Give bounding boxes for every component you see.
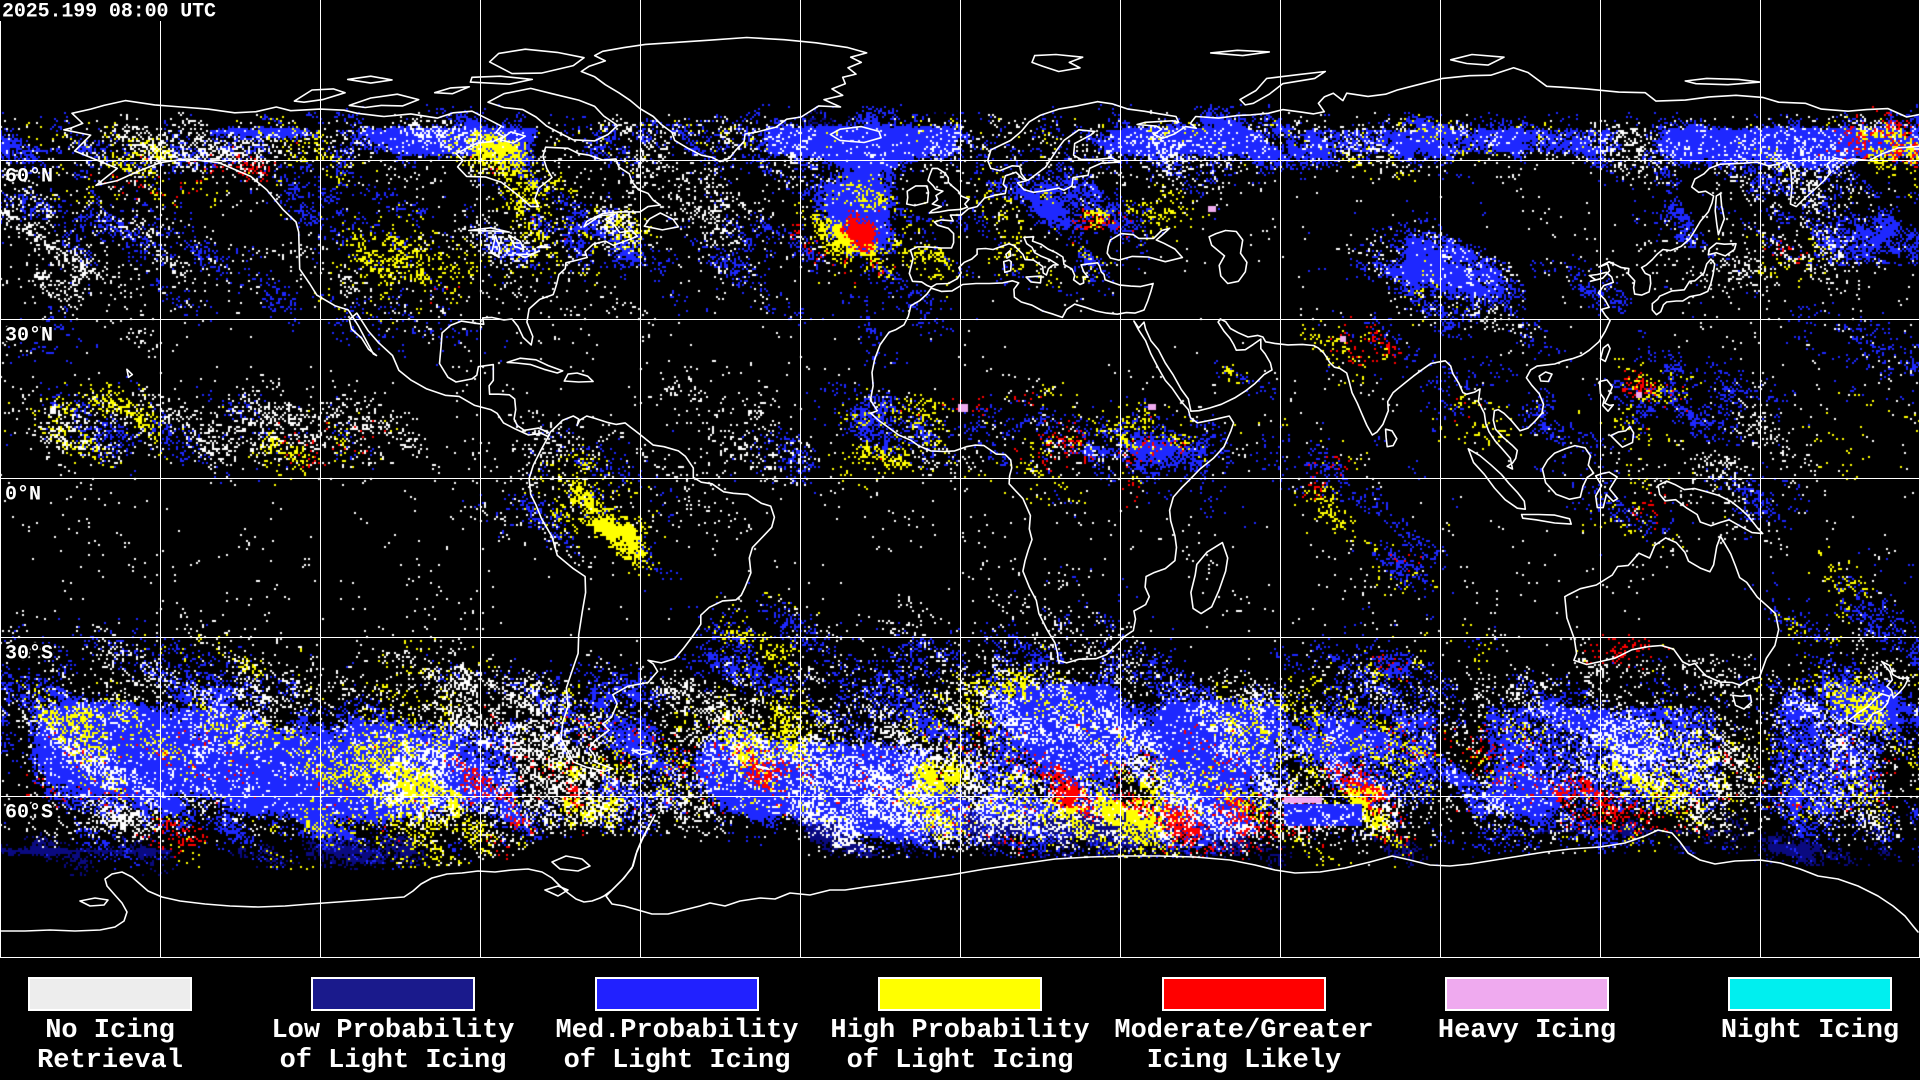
svg-text:30°S: 30°S (5, 643, 53, 666)
svg-text:Retrieval: Retrieval (37, 1046, 183, 1076)
svg-text:Night Icing: Night Icing (1721, 1016, 1899, 1046)
svg-text:0°N: 0°N (5, 484, 41, 507)
svg-text:Med.Probability: Med.Probability (555, 1016, 798, 1046)
svg-text:of Light Icing: of Light Icing (564, 1046, 791, 1076)
svg-text:Heavy Icing: Heavy Icing (1438, 1016, 1616, 1046)
svg-text:Moderate/Greater: Moderate/Greater (1114, 1016, 1373, 1046)
svg-text:Low Probability: Low Probability (271, 1016, 514, 1046)
svg-text:High Probability: High Probability (830, 1016, 1089, 1046)
svg-text:of Light Icing: of Light Icing (847, 1046, 1074, 1076)
svg-text:Icing Likely: Icing Likely (1147, 1046, 1341, 1076)
svg-text:30°N: 30°N (5, 325, 53, 348)
svg-text:60°S: 60°S (5, 802, 53, 825)
svg-text:No Icing: No Icing (45, 1016, 175, 1046)
svg-text:2025.199 08:00 UTC: 2025.199 08:00 UTC (2, 1, 216, 24)
svg-text:of Light Icing: of Light Icing (280, 1046, 507, 1076)
svg-text:60°N: 60°N (5, 166, 53, 189)
